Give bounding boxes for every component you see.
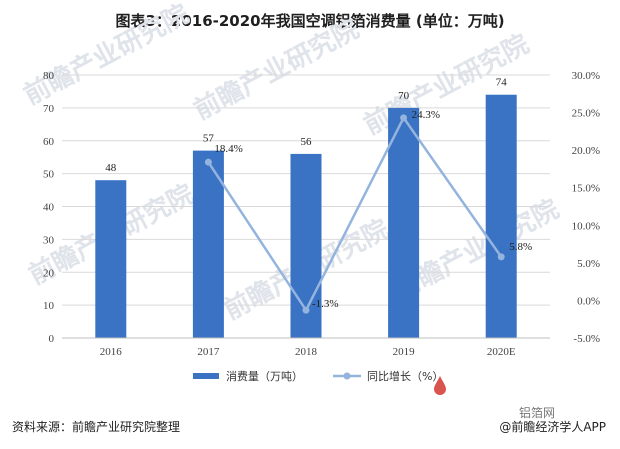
line-series: 18.4% -1.3% 24.3% 5.8% <box>204 109 532 314</box>
bar-value-label: 56 <box>301 136 313 148</box>
right-tick-label: 20.0% <box>572 145 600 157</box>
growth-value-label: -1.3% <box>312 298 339 310</box>
x-axis: 2016 2017 2018 2019 2020E <box>62 337 550 358</box>
x-tick-label: 2020E <box>487 346 516 358</box>
growth-point <box>497 253 505 261</box>
left-tick-label: 60 <box>43 136 55 148</box>
left-tick-label: 70 <box>43 103 55 115</box>
growth-value-label: 24.3% <box>412 109 440 121</box>
left-tick-label: 20 <box>43 267 55 279</box>
bar-value-label: 57 <box>203 133 215 145</box>
chart-title: 图表3：2016-2020年我国空调铝箔消费量 (单位：万吨) <box>115 12 505 30</box>
bar <box>485 94 517 338</box>
legend: 消费量（万吨） 同比增长（%） <box>193 369 443 383</box>
bar-value-label: 74 <box>496 77 508 89</box>
watermark-text: 前瞻产业研究院 <box>189 13 364 126</box>
right-tick-label: 25.0% <box>572 108 600 120</box>
left-tick-label: 10 <box>43 300 55 312</box>
drop-icon <box>434 376 446 395</box>
x-tick-label: 2019 <box>393 346 416 358</box>
brand-credit: @前瞻经济学人APP <box>499 420 606 434</box>
legend-swatch-point <box>343 372 351 380</box>
legend-label-bar: 消费量（万吨） <box>226 369 303 383</box>
legend-swatch-bar <box>193 373 219 379</box>
right-tick-label: 15.0% <box>572 183 600 195</box>
left-tick-label: 0 <box>49 333 55 345</box>
x-tick-label: 2018 <box>295 346 318 358</box>
left-axis: 0 10 20 30 40 50 60 70 80 <box>43 70 55 345</box>
growth-line <box>207 115 503 313</box>
left-tick-label: 50 <box>43 169 55 181</box>
growth-point <box>302 306 310 314</box>
bar-series: 48 57 56 70 74 <box>95 77 517 338</box>
bar-value-label: 48 <box>105 162 117 174</box>
right-tick-label: 0.0% <box>577 295 600 307</box>
right-tick-label: -5.0% <box>573 333 600 345</box>
right-tick-label: 30.0% <box>572 70 600 82</box>
bar-value-label: 70 <box>398 90 410 102</box>
growth-point <box>400 114 408 122</box>
bar <box>388 107 420 338</box>
growth-value-label: 5.8% <box>509 241 532 253</box>
growth-value-label: 18.4% <box>214 143 242 155</box>
right-axis: -5.0% 0.0% 5.0% 10.0% 15.0% 20.0% 25.0% 30.0% <box>572 70 600 345</box>
watermark-text: 前瞻产业研究院 <box>19 0 194 111</box>
left-tick-label: 40 <box>43 202 55 214</box>
left-tick-label: 30 <box>43 234 55 246</box>
x-tick-label: 2017 <box>197 346 220 358</box>
left-tick-label: 80 <box>43 70 55 82</box>
brand-mark: 铝箔网 <box>519 406 556 420</box>
legend-label-line: 同比增长（%） <box>367 369 443 383</box>
right-tick-label: 5.0% <box>577 258 600 270</box>
right-tick-label: 10.0% <box>572 220 600 232</box>
bar <box>192 150 224 338</box>
bar <box>95 180 127 338</box>
x-tick-label: 2016 <box>100 346 123 358</box>
source-note: 资料来源：前瞻产业研究院整理 <box>12 420 181 434</box>
growth-point <box>204 158 212 166</box>
